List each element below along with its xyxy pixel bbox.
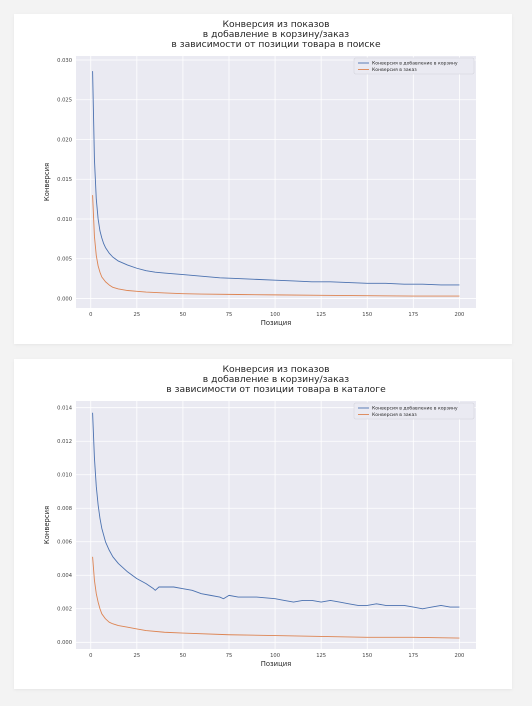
chart1-x-tick-label: 125 [316,312,326,318]
chart1-x-tick-label: 100 [270,312,280,318]
chart1-y-tick-label: 0.015 [57,177,72,183]
chart2-x-tick-label: 0 [89,653,92,659]
chart1-legend-label: Конверсия в добавление в корзину [372,61,458,67]
chart2-x-tick-label: 75 [226,653,233,659]
chart1-x-tick-label: 25 [134,312,141,318]
chart2-series-order-line [92,556,460,639]
chart1-y-tick-label: 0.005 [57,257,72,263]
chart1-x-tick-label: 75 [226,312,233,318]
chart1-y-tick-label: 0.030 [57,58,72,64]
chart2-y-tick-label: 0.014 [57,406,73,412]
chart2-y-tick-label: 0.010 [57,473,72,479]
chart2-y-tick-label: 0.004 [57,573,73,579]
chart1-x-tick-label: 200 [454,312,464,318]
chart2-x-axis-label: Позиция [261,660,291,668]
chart2-title-line-2: в добавление в корзину/заказ [203,374,350,385]
chart2-y-tick-label: 0.006 [57,540,72,546]
chart2-title-line-3: в зависимости от позиции товара в катало… [166,384,386,395]
chart2-x-tick-label: 125 [316,653,326,659]
chart1-legend-box [353,57,475,75]
chart1-title-line-1: Конверсия из показов [222,19,329,30]
chart2-x-tick-label: 150 [362,653,372,659]
chart2-x-tick-label: 100 [270,653,280,659]
chart2-y-tick-label: 0.000 [57,640,72,646]
chart1-title-line-3: в зависимости от позиции товара в поиске [171,39,381,50]
chart1-x-tick-label: 50 [180,312,187,318]
chart1-y-tick-label: 0.025 [57,98,72,104]
chart1-x-tick-label: 175 [408,312,418,318]
chart1-title-line-2: в добавление в корзину/заказ [203,29,350,40]
chart-card-search: Конверсия из показов в добавление в корзи… [14,14,512,344]
chart2-legend-label: Конверсия в добавление в корзину [372,406,458,412]
chart2-x-tick-label: 175 [408,653,418,659]
chart1-y-axis-label: Конверсия [43,163,51,201]
chart1-x-tick-label: 0 [89,312,92,318]
chart1-y-tick-label: 0.000 [57,296,72,302]
chart-card-catalog: Конверсия из показов в добавление в корзи… [14,359,512,689]
chart1-y-tick-label: 0.010 [57,217,72,223]
chart2-x-tick-label: 25 [134,653,141,659]
chart2-plot-area [76,401,476,649]
chart2-legend-box [353,402,475,420]
chart2-x-tick-label: 50 [180,653,187,659]
chart1-legend: Конверсия в добавление в корзинуКонверси… [353,57,475,75]
chart2-legend-label: Конверсия в заказ [372,412,417,418]
chart2-y-axis-label: Конверсия [43,506,51,544]
chart1-x-tick-label: 150 [362,312,372,318]
chart1-legend-label: Конверсия в заказ [372,67,417,73]
chart1-plot-area [76,56,476,308]
chart1-y-tick-label: 0.020 [57,137,72,143]
chart2-y-tick-label: 0.002 [57,607,72,613]
chart2-title-line-1: Конверсия из показов [222,364,329,375]
chart2-y-tick-label: 0.012 [57,439,72,445]
chart1-series-add-to-cart-line [92,71,460,286]
chart2-x-tick-label: 200 [454,653,464,659]
chart2-series-add-to-cart-line [92,412,460,610]
chart1-series-order-line [92,195,460,297]
chart2-y-tick-label: 0.008 [57,506,72,512]
chart1-x-axis-label: Позиция [261,319,291,327]
chart2-legend: Конверсия в добавление в корзинуКонверси… [353,402,475,420]
